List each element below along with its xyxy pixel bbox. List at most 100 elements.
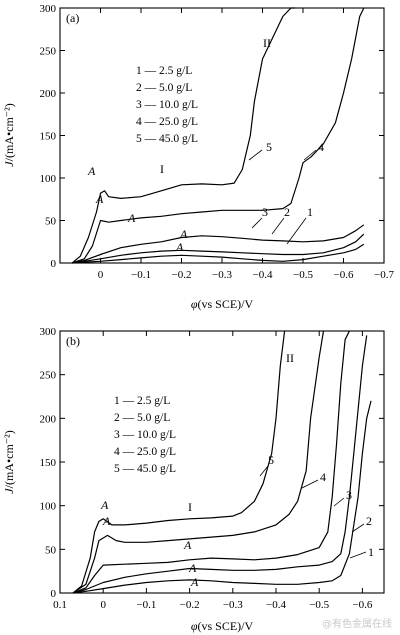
x-tick-label: −0.6 [352, 599, 372, 611]
x-axis-label: φ(vs SCE)/V [191, 297, 254, 311]
watermark: @有色金属在线 [322, 619, 392, 630]
x-tick-label: −0.7 [374, 269, 394, 281]
x-tick-label: −0.5 [293, 269, 313, 281]
peak-label: A [188, 561, 197, 575]
curve-label-5: 5 [266, 140, 272, 154]
series-line-2 [72, 335, 368, 594]
y-tick-label: 300 [40, 326, 57, 338]
y-tick-label: 50 [45, 216, 57, 228]
curve-label-4: 4 [320, 470, 326, 484]
curve-label-2: 2 [366, 514, 372, 528]
region-label-i: I [188, 500, 192, 514]
y-axis-label: J/(mA•cm⁻²) [2, 103, 16, 166]
x-tick-label: −0.1 [136, 599, 156, 611]
series-line-1 [72, 243, 365, 264]
curve-labels: 5 4 3 2 1 [248, 140, 324, 245]
peak-label: A [95, 192, 104, 206]
x-tick-label: 0.1 [53, 599, 67, 611]
x-axis-label: φ(vs SCE)/V [191, 619, 254, 633]
y-tick-label: 100 [40, 173, 57, 185]
x-tick-label: −0.5 [309, 599, 329, 611]
legend-entry: 4 — 25.0 g/L [136, 116, 198, 128]
legend: 1 — 2.5 g/L 2 — 5.0 g/L 3 — 10.0 g/L 4 —… [136, 65, 198, 145]
legend: 1 — 2.5 g/L 2 — 5.0 g/L 3 — 10.0 g/L 4 —… [114, 395, 176, 475]
y-axis-unit: /(mA•cm⁻²) [2, 103, 16, 161]
peak-label: A [190, 575, 199, 589]
curve-label-3: 3 [346, 488, 352, 502]
peak-label: A [87, 164, 96, 178]
legend-entry: 1 — 2.5 g/L [136, 65, 192, 77]
leader-line [259, 465, 269, 477]
y-axis-unit: /(mA•cm⁻²) [2, 430, 16, 488]
series-line-2 [72, 233, 365, 264]
plot-frame [59, 7, 385, 264]
panel-a: 0 −0.1 −0.2 −0.3 −0.4 −0.5 −0.6 −0.7 0 50 100 150 20… [2, 3, 394, 311]
leader-line [351, 523, 365, 533]
y-tick-label: 0 [51, 258, 57, 270]
x-axis-unit: (vs SCE)/V [197, 619, 253, 633]
y-axis-label: J/(mA•cm⁻²) [2, 430, 16, 493]
y-tick-label: 100 [40, 501, 57, 513]
region-label-i: I [160, 162, 164, 176]
y-tick-label: 200 [40, 88, 57, 100]
curve-labels: 5 4 3 2 1 [259, 453, 374, 559]
series-line-4 [72, 7, 365, 264]
leader-line [248, 149, 263, 161]
curve-label-5: 5 [268, 453, 274, 467]
legend-entry: 3 — 10.0 g/L [136, 99, 198, 111]
peak-label: A [100, 498, 109, 512]
y-axis-symbol: J [2, 161, 16, 167]
y-tick-label: 150 [40, 131, 57, 143]
peak-label: A [183, 538, 192, 552]
y-tick-label: 300 [40, 3, 57, 15]
ticks: 0.1 0 −0.1 −0.2 −0.3 −0.4 −0.5 −0.6050100150200… [40, 326, 384, 611]
leader-line [303, 149, 317, 161]
leader-line [251, 217, 263, 229]
panel-label: (b) [66, 334, 80, 348]
peak-label: A [175, 240, 184, 254]
legend-entry: 2 — 5.0 g/L [114, 412, 170, 424]
leader-line [286, 217, 307, 245]
series-line-1 [72, 400, 372, 594]
x-tick-label: −0.6 [334, 269, 354, 281]
series-line-5 [72, 330, 286, 594]
x-tick-label: −0.2 [180, 599, 200, 611]
x-tick-label: −0.4 [253, 269, 273, 281]
curve-label-2: 2 [284, 205, 290, 219]
curves [72, 330, 372, 594]
legend-entry: 5 — 45.0 g/L [114, 463, 176, 475]
curve-label-3: 3 [262, 205, 268, 219]
x-axis-symbol: φ [191, 619, 198, 633]
leader-line [271, 217, 285, 235]
y-axis-symbol: J [2, 488, 16, 494]
x-axis-unit: (vs SCE)/V [197, 297, 253, 311]
x-tick-label: −0.4 [266, 599, 286, 611]
series-line-3 [72, 330, 350, 594]
region-label-ii: II [263, 36, 271, 50]
x-axis-symbol: φ [191, 297, 198, 311]
peak-label: A [179, 227, 188, 241]
legend-entry: 5 — 45.0 g/L [136, 133, 198, 145]
panel-label: (a) [66, 11, 79, 25]
y-tick-label: 250 [40, 370, 57, 382]
peak-labels: A A A A A [87, 164, 188, 254]
x-tick-label: −0.3 [212, 269, 232, 281]
peak-labels: A A A A A [100, 498, 199, 589]
curves [71, 7, 365, 264]
legend-entry: 4 — 25.0 g/L [114, 446, 176, 458]
region-label-ii: II [286, 351, 294, 365]
peak-label: A [102, 514, 111, 528]
y-tick-label: 0 [51, 588, 57, 600]
x-tick-label: 0 [100, 599, 106, 611]
panel-b: 0.1 0 −0.1 −0.2 −0.3 −0.4 −0.5 −0.6050100150200… [2, 326, 385, 633]
series-line-4 [72, 330, 325, 594]
legend-entry: 1 — 2.5 g/L [114, 395, 170, 407]
y-tick-label: 200 [40, 413, 57, 425]
legend-entry: 2 — 5.0 g/L [136, 82, 192, 94]
ticks: 0 −0.1 −0.2 −0.3 −0.4 −0.5 −0.6 −0.7 0 50 100 150 20… [40, 3, 395, 281]
x-tick-label: 0 [98, 269, 104, 281]
y-tick-label: 250 [40, 46, 57, 58]
series-line-5 [71, 7, 295, 264]
legend-entry: 3 — 10.0 g/L [114, 429, 176, 441]
